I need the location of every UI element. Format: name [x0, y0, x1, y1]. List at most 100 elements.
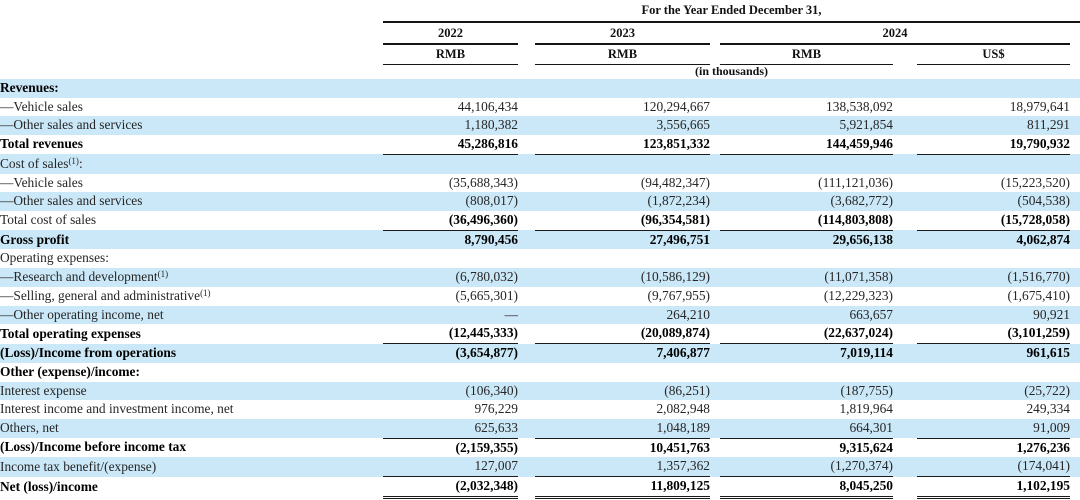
column-gap	[710, 363, 720, 382]
cell-value: 249,334	[1026, 401, 1070, 417]
row-label: (Loss)/Income before income tax	[0, 439, 187, 455]
column-gap	[1070, 324, 1080, 343]
period-title: For the Year Ended December 31,	[383, 1, 1080, 23]
footnote-marker: (1)	[157, 269, 169, 280]
cell-value	[720, 249, 893, 268]
cell-value	[720, 79, 893, 98]
column-gap	[518, 382, 535, 401]
cell-value: 2,082,948	[656, 401, 710, 417]
cell-value: (1,270,374)	[720, 457, 893, 478]
column-gap	[893, 419, 917, 438]
table-row: Gross profit 8,790,456 27,496,751 29,656,13…	[0, 230, 1080, 250]
column-gap	[1070, 230, 1080, 249]
row-label: —Other sales and services	[0, 193, 143, 209]
cell-value: 664,301	[720, 418, 893, 439]
column-gap	[710, 230, 720, 249]
cell-value	[383, 79, 518, 98]
column-gap	[518, 230, 535, 249]
cell-value	[917, 79, 1070, 98]
column-gap	[893, 154, 917, 173]
column-gap	[518, 174, 535, 193]
column-gap	[893, 400, 917, 419]
cell-value: (2,032,348)	[383, 476, 518, 499]
column-gap	[518, 79, 535, 98]
cell-value: (111,121,036)	[818, 174, 893, 190]
column-gap	[1070, 154, 1080, 173]
cell-value: (6,780,032)	[455, 269, 518, 285]
column-gap	[518, 400, 535, 419]
column-gap	[893, 324, 917, 343]
column-gap	[893, 477, 917, 498]
year-column-2023: 2023	[535, 24, 710, 45]
cell-value: 18,979,641	[1009, 98, 1070, 114]
year-column-2024: 2024	[720, 24, 1070, 45]
column-gap	[518, 477, 535, 498]
column-gap	[518, 287, 535, 306]
column-gap	[518, 211, 535, 230]
column-gap	[1070, 211, 1080, 230]
cell-value: 7,406,877	[656, 345, 710, 361]
cell-value: 144,459,946	[720, 135, 893, 155]
column-gap	[1070, 135, 1080, 154]
column-gap	[1070, 477, 1080, 498]
row-label: Total cost of sales	[0, 212, 97, 228]
column-gap	[710, 419, 720, 438]
cell-value: (106,340)	[465, 382, 518, 398]
cell-value: (187,755)	[840, 382, 893, 398]
cell-value: 3,556,665	[656, 117, 710, 133]
column-gap	[710, 211, 720, 230]
cell-value: (12,229,323)	[823, 287, 893, 303]
year-column-2022: 2022	[383, 24, 518, 45]
column-gap	[893, 287, 917, 306]
cell-value	[535, 249, 710, 268]
table-row: —Vehicle sales (35,688,343) (94,482,347) (1…	[0, 174, 1080, 193]
cell-value: 1,048,189	[535, 418, 710, 439]
table-row: Interest expense (106,340) (86,251) (187,75…	[0, 381, 1080, 401]
row-label: —Selling, general and administrative(1)	[0, 287, 211, 303]
column-gap	[518, 306, 535, 325]
cell-value: (86,251)	[664, 382, 710, 398]
financial-statements-table: Revenues: —Vehicle sales 44,106,434 120,294…	[0, 79, 1080, 499]
cell-value: 11,809,125	[535, 476, 710, 499]
table-row: —Other sales and services (808,017) (1,872…	[0, 192, 1080, 212]
column-gap	[893, 249, 917, 268]
row-label: Interest income and investment income, n…	[0, 401, 234, 417]
column-gap	[1070, 192, 1080, 211]
column-gap	[710, 154, 720, 173]
cell-value: 29,656,138	[832, 231, 893, 247]
cell-value: 8,790,456	[464, 231, 518, 247]
cell-value: 10,451,763	[649, 439, 710, 455]
cell-value	[917, 154, 1070, 173]
row-label: Revenues:	[0, 80, 59, 95]
cell-value: (35,688,343)	[448, 174, 518, 190]
column-gap	[710, 324, 720, 343]
column-gap	[1070, 400, 1080, 419]
column-gap	[893, 98, 917, 117]
column-gap	[518, 116, 535, 135]
column-gap	[893, 382, 917, 401]
cell-value	[917, 363, 1070, 382]
row-label: Net (loss)/income	[0, 478, 98, 494]
cell-value: 7,019,114	[840, 345, 893, 361]
row-label: —Other sales and services	[0, 117, 143, 133]
cell-value: 625,633	[383, 418, 518, 439]
table-row: Income tax benefit/(expense) 127,007 1,357…	[0, 457, 1080, 478]
column-gap	[710, 344, 720, 363]
cell-value: (504,538)	[1017, 193, 1070, 209]
column-gap	[518, 324, 535, 343]
currency-header-rmb-2024: RMB	[720, 46, 893, 65]
column-gap	[710, 192, 720, 211]
column-gap	[518, 98, 535, 117]
column-gap	[710, 400, 720, 419]
column-gap	[710, 79, 720, 98]
cell-value: 5,921,854	[839, 117, 893, 133]
column-gap	[518, 344, 535, 363]
row-label: Total revenues	[0, 136, 83, 152]
column-gap	[518, 438, 535, 457]
cell-value: (174,041)	[917, 457, 1070, 478]
table-row: —Other sales and services 1,180,382 3,556,…	[0, 116, 1080, 136]
cell-value: (2,159,355)	[455, 439, 518, 455]
cell-value: 4,062,874	[1016, 231, 1070, 247]
cell-value	[383, 249, 518, 268]
column-gap	[1070, 419, 1080, 438]
